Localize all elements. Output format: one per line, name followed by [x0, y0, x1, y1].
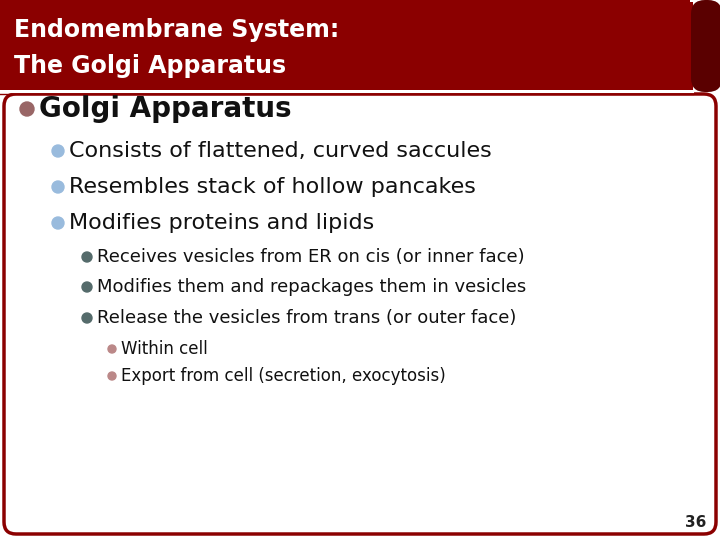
Bar [0, 0, 690, 90]
Text: Export from cell (secretion, exocytosis): Export from cell (secretion, exocytosis) [121, 367, 446, 385]
Text: Modifies them and repackages them in vesicles: Modifies them and repackages them in ves… [97, 278, 526, 296]
FancyBboxPatch shape [0, 2, 693, 90]
Circle shape [82, 282, 92, 292]
Text: Consists of flattened, curved saccules: Consists of flattened, curved saccules [69, 141, 492, 161]
Text: Resembles stack of hollow pancakes: Resembles stack of hollow pancakes [69, 177, 476, 197]
Text: Within cell: Within cell [121, 340, 208, 358]
Circle shape [108, 345, 116, 353]
Text: Release the vesicles from trans (or outer face): Release the vesicles from trans (or oute… [97, 309, 516, 327]
Text: Endomembrane System:: Endomembrane System: [14, 18, 339, 42]
Circle shape [82, 252, 92, 262]
Text: Receives vesicles from ER on cis (or inner face): Receives vesicles from ER on cis (or inn… [97, 248, 525, 266]
Circle shape [20, 102, 34, 116]
Text: The Golgi Apparatus: The Golgi Apparatus [14, 54, 286, 78]
FancyBboxPatch shape [691, 0, 720, 92]
Circle shape [82, 313, 92, 323]
Circle shape [52, 181, 64, 193]
Circle shape [52, 217, 64, 229]
Circle shape [108, 372, 116, 380]
Circle shape [52, 145, 64, 157]
Text: Golgi Apparatus: Golgi Apparatus [39, 95, 292, 123]
Text: 36: 36 [685, 515, 706, 530]
Text: Modifies proteins and lipids: Modifies proteins and lipids [69, 213, 374, 233]
FancyBboxPatch shape [4, 94, 716, 534]
